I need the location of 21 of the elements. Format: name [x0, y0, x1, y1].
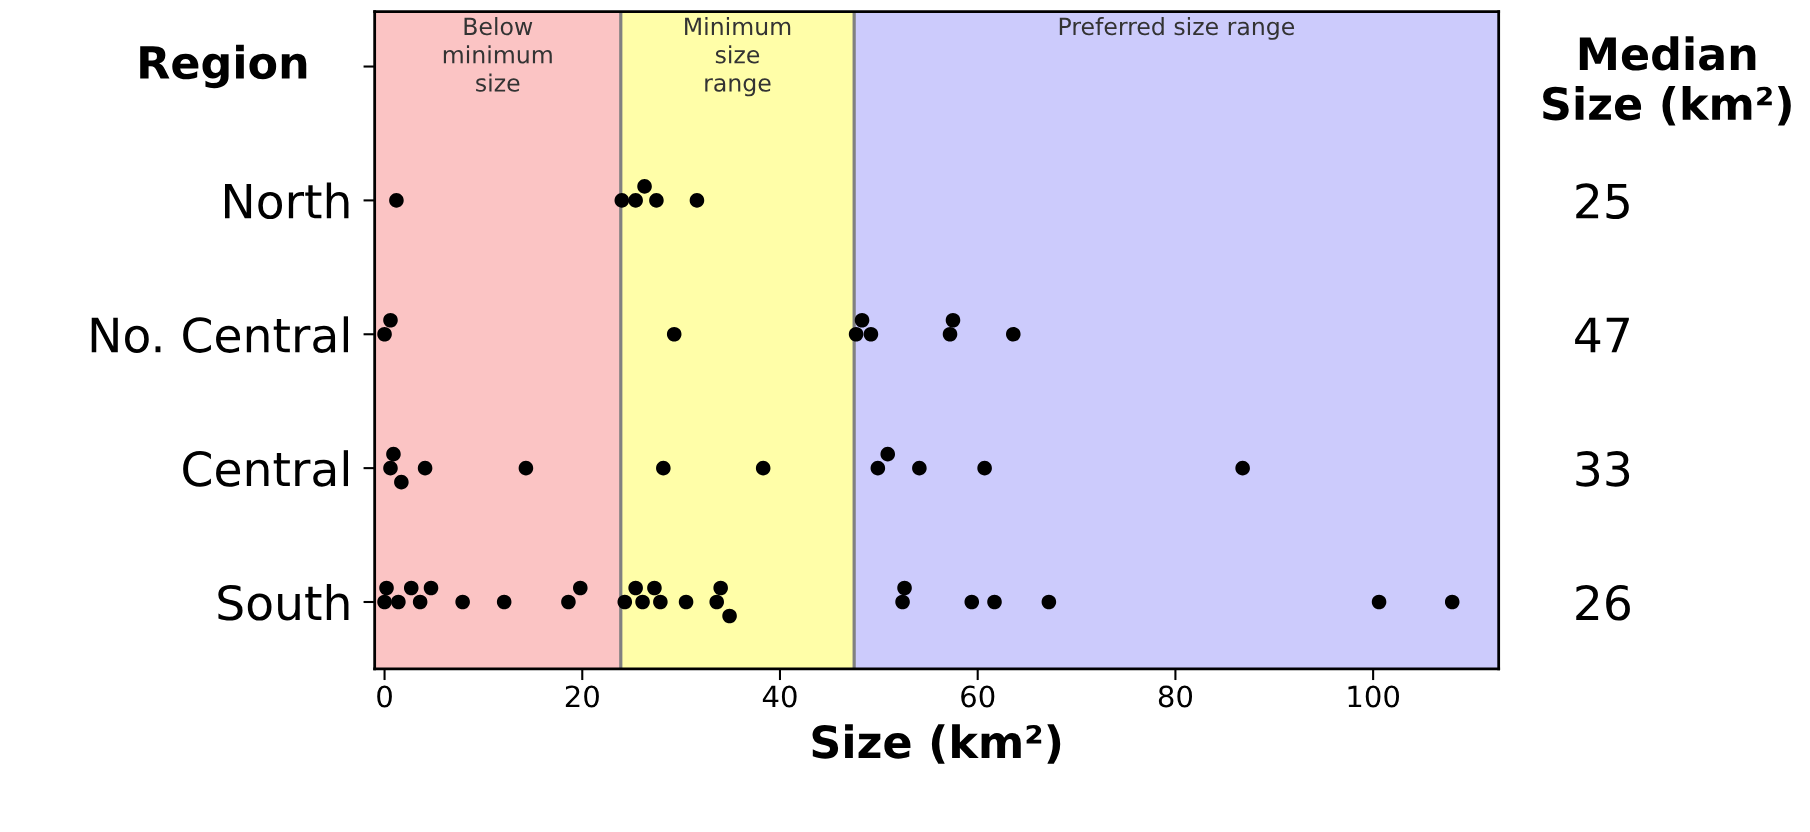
- x-tick-label: 60: [961, 685, 995, 708]
- x-tick-label: 100: [1348, 685, 1400, 708]
- x-tick-label: 20: [565, 685, 599, 708]
- y2-tick-label: 25: [1576, 183, 1629, 220]
- y-tick-label: South: [218, 584, 349, 621]
- text: Median: [1579, 36, 1756, 71]
- band-label: Below minimum size: [443, 17, 552, 92]
- y2-tick-label: 47: [1575, 317, 1629, 353]
- text: Size (km²): [812, 724, 1061, 764]
- y-axis-title: Region: [140, 44, 307, 89]
- y-tick-label: Central: [183, 450, 349, 487]
- y-tick-label: No. Central: [91, 316, 349, 353]
- x-axis-title: Size (km²): [1543, 85, 1791, 126]
- x-tick-label: 80: [1158, 685, 1193, 708]
- y-tick-label: North: [225, 182, 349, 220]
- x-tick-label: 40: [762, 685, 797, 708]
- band-label: Minimum size range: [685, 17, 791, 97]
- y2-tick-label: 26: [1576, 584, 1630, 621]
- band-label: Preferred size range: [1059, 17, 1295, 40]
- y2-tick-label: 33: [1576, 451, 1630, 487]
- x-tick-label: 0: [377, 685, 392, 708]
